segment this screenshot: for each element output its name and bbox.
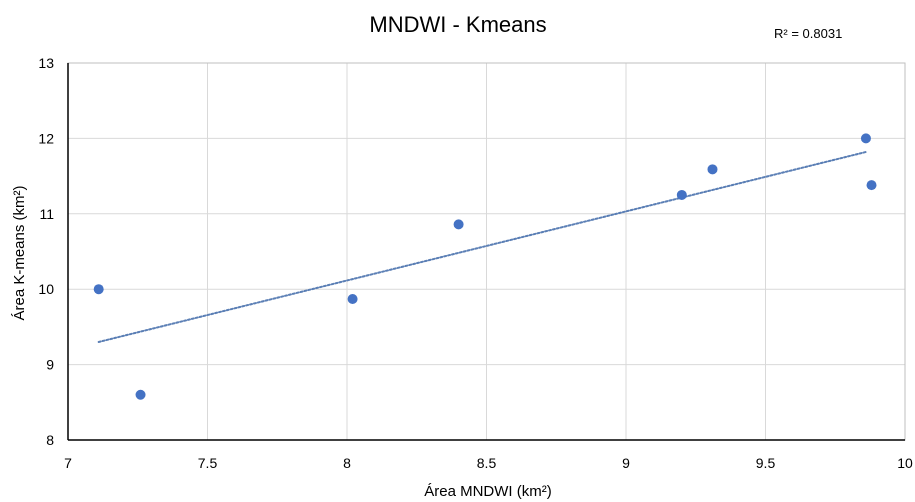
- data-point: [135, 389, 146, 400]
- y-tick-label: 10: [38, 281, 54, 297]
- y-tick-label: 9: [46, 357, 54, 373]
- y-tick-label: 12: [38, 130, 54, 146]
- data-point: [866, 180, 877, 191]
- x-tick-label: 9: [622, 455, 630, 471]
- x-tick-label: 9.5: [756, 455, 776, 471]
- y-tick-label: 13: [38, 55, 54, 71]
- chart-title: MNDWI - Kmeans: [369, 12, 546, 37]
- r-squared-label: R² = 0.8031: [774, 26, 842, 41]
- data-point: [676, 189, 687, 200]
- trendline-layer: [97, 150, 867, 343]
- y-axis-title: Área K-means (km²): [11, 185, 28, 320]
- axis-layer: 7 7.5 8 8.5 9 9.5 10 8 9 10 11 12 13: [38, 55, 913, 471]
- data-point: [347, 294, 358, 305]
- data-point: [707, 164, 718, 175]
- data-point: [93, 284, 104, 295]
- data-point: [860, 133, 871, 144]
- x-tick-label: 8.5: [477, 455, 497, 471]
- x-tick-label: 7: [64, 455, 72, 471]
- x-tick-label: 8: [343, 455, 351, 471]
- points-layer: [93, 133, 877, 400]
- x-axis-title: Área MNDWI (km²): [424, 483, 552, 500]
- x-tick-label: 10: [897, 455, 913, 471]
- grid-layer: [67, 62, 906, 441]
- linear-trendline: [97, 150, 867, 343]
- data-point: [453, 219, 464, 230]
- y-tick-label: 11: [39, 206, 54, 222]
- y-tick-label: 8: [46, 432, 54, 448]
- x-tick-label: 7.5: [198, 455, 218, 471]
